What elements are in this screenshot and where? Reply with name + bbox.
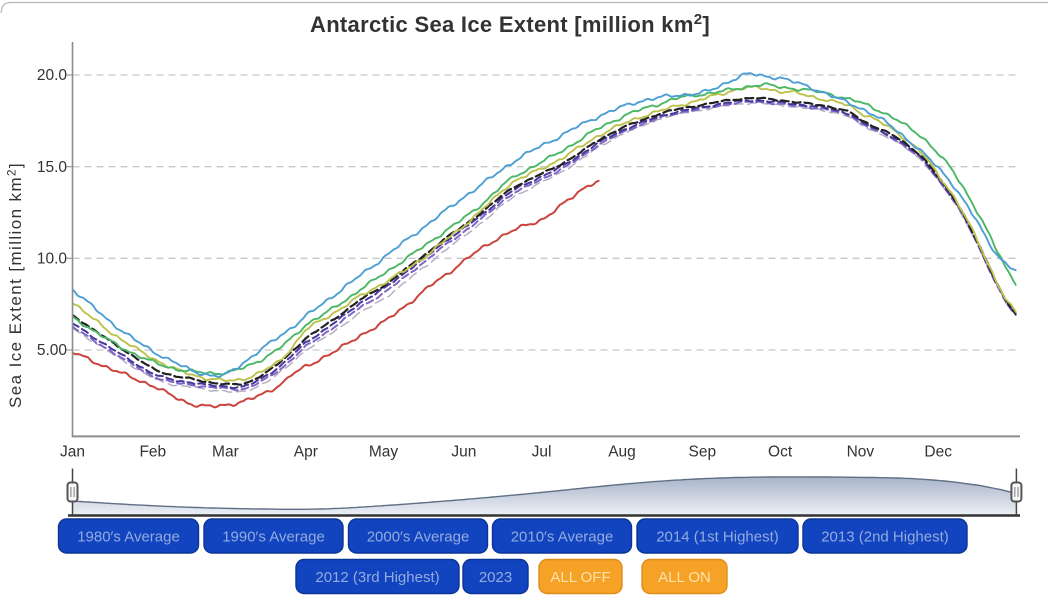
svg-text:2010′s Average: 2010′s Average: [511, 529, 614, 546]
svg-text:2012 (3rd Highest): 2012 (3rd Highest): [315, 569, 439, 586]
svg-text:1980′s Average: 1980′s Average: [77, 529, 180, 546]
svg-text:10.0: 10.0: [37, 251, 68, 268]
svg-text:Nov: Nov: [847, 444, 875, 461]
svg-text:Jul: Jul: [532, 444, 552, 461]
svg-text:ALL ON: ALL ON: [658, 569, 711, 586]
svg-text:Apr: Apr: [294, 444, 318, 461]
svg-text:2013 (2nd Highest): 2013 (2nd Highest): [821, 529, 949, 546]
svg-text:Jun: Jun: [451, 444, 476, 461]
svg-text:20.0: 20.0: [37, 67, 68, 84]
svg-text:May: May: [369, 444, 399, 461]
svg-text:Aug: Aug: [608, 444, 636, 461]
svg-text:2023: 2023: [479, 569, 512, 586]
svg-text:Sea Ice Extent [million km2]: Sea Ice Extent [million km2]: [6, 162, 25, 408]
svg-text:2000′s Average: 2000′s Average: [367, 529, 470, 546]
svg-text:Mar: Mar: [212, 444, 239, 461]
svg-text:Jan: Jan: [60, 444, 85, 461]
svg-text:1990′s Average: 1990′s Average: [222, 529, 325, 546]
svg-text:Sep: Sep: [689, 444, 717, 461]
svg-text:Oct: Oct: [768, 444, 793, 461]
svg-text:Dec: Dec: [924, 444, 952, 461]
svg-text:Feb: Feb: [139, 444, 166, 461]
svg-text:15.0: 15.0: [37, 159, 68, 176]
svg-text:5.00: 5.00: [37, 342, 68, 359]
svg-text:ALL OFF: ALL OFF: [550, 569, 610, 586]
svg-text:Antarctic Sea Ice Extent [mill: Antarctic Sea Ice Extent [million km2]: [310, 11, 710, 37]
svg-text:2014 (1st Highest): 2014 (1st Highest): [656, 529, 779, 546]
